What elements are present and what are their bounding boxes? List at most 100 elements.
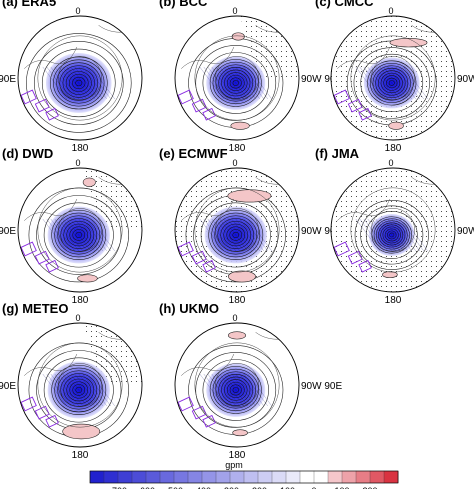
colorbar-unit: gpm — [225, 460, 243, 470]
positive-anomaly — [227, 189, 272, 203]
lon-label-top: 0 — [232, 6, 237, 16]
colorbar-tick-label: -400 — [193, 486, 211, 489]
lon-label-bottom: 180 — [72, 295, 89, 306]
colorbar-swatch — [369, 470, 385, 484]
map-boundary — [174, 15, 300, 141]
colorbar-tick-label: 100 — [334, 486, 349, 489]
lon-label-left: 90E — [0, 74, 16, 85]
colorbar-swatch — [299, 470, 315, 484]
colorbar-tick-label: -100 — [277, 486, 295, 489]
lon-label-top: 0 — [232, 313, 237, 323]
positive-anomaly — [228, 331, 246, 340]
lon-label-bottom: 180 — [229, 143, 246, 154]
region-box — [45, 414, 59, 428]
colorbar-swatch — [257, 470, 273, 484]
region-box — [202, 107, 216, 121]
positive-anomaly — [230, 121, 250, 130]
region-box — [191, 98, 207, 113]
colorbar-swatch — [89, 470, 105, 484]
colorbar-tick-label: 200 — [362, 486, 377, 489]
region-box — [333, 241, 350, 257]
colorbar-swatch — [327, 470, 343, 484]
lon-label-top: 0 — [75, 313, 80, 323]
map-panel-e: (e) ECMWF 0 180 90W 90E — [159, 146, 342, 306]
colorbar-swatch — [215, 470, 231, 484]
region-box — [191, 250, 207, 265]
panel-title: (f) JMA — [315, 146, 360, 161]
lon-label-right: 90W 90E — [301, 74, 342, 85]
colorbar-swatch — [341, 470, 357, 484]
colorbar-swatch — [243, 470, 259, 484]
lon-label-bottom: 180 — [385, 295, 402, 306]
region-box — [45, 259, 59, 273]
lon-label-left: 90E — [0, 226, 16, 237]
region-box — [34, 405, 50, 420]
panel-title: (g) METEO — [2, 301, 68, 316]
region-box — [333, 89, 350, 105]
positive-anomaly — [382, 271, 398, 279]
colorbar-swatch — [271, 470, 287, 484]
lon-label-bottom: 180 — [72, 143, 89, 154]
lon-label-bottom: 180 — [229, 450, 246, 461]
map-panel-h: (h) UKMO 0 180 90W 90E — [159, 301, 342, 461]
lon-label-right: 90W 90E — [301, 381, 342, 392]
panel-title: (h) UKMO — [159, 301, 219, 316]
colorbar-tick-label: -200 — [249, 486, 267, 489]
region-box — [358, 107, 372, 121]
map-boundary — [330, 167, 456, 293]
panel-title: (a) ERA5 — [2, 0, 56, 9]
colorbar-swatch — [285, 470, 301, 484]
lon-label-bottom: 180 — [229, 295, 246, 306]
region-box — [20, 89, 37, 105]
colorbar-swatch — [159, 470, 175, 484]
positive-anomaly — [389, 38, 428, 48]
map-panel-g: (g) METEO 0 180 90E — [0, 301, 143, 461]
colorbar-swatch — [229, 470, 245, 484]
colorbar-swatch — [313, 470, 329, 484]
map-panel-d: (d) DWD 0 180 90E — [0, 146, 143, 306]
colorbar-tick-label: -300 — [221, 486, 239, 489]
colorbar-swatch — [187, 470, 203, 484]
positive-anomaly — [77, 274, 98, 283]
map-panel-f: (f) JMA 0 180 90W — [315, 146, 474, 306]
colorbar-tick-label: -500 — [165, 486, 183, 489]
positive-anomaly — [228, 270, 256, 283]
region-box — [34, 250, 50, 265]
colorbar: gpm -700 -600 -500 -400 -300 -200 -100 0 100 200 — [89, 460, 399, 489]
map-panel-c: (c) CMCC 0 180 90W — [315, 0, 474, 154]
panel-title: (d) DWD — [2, 146, 53, 161]
map-boundary — [17, 167, 143, 293]
region-box — [202, 414, 216, 428]
positive-anomaly — [388, 121, 404, 130]
region-box — [45, 107, 59, 121]
region-box — [20, 396, 37, 412]
lon-label-left: 90E — [0, 381, 16, 392]
lon-label-top: 0 — [232, 158, 237, 168]
lon-label-right: 90W 90E — [301, 226, 342, 237]
map-boundary — [174, 167, 300, 293]
colorbar-swatch — [103, 470, 119, 484]
colorbar-swatch — [145, 470, 161, 484]
lon-label-top: 0 — [388, 158, 393, 168]
colorbar-swatch — [173, 470, 189, 484]
region-box — [347, 98, 363, 113]
map-boundary — [17, 15, 143, 141]
map-boundary — [174, 322, 300, 448]
map-boundary — [17, 322, 143, 448]
panel-title: (e) ECMWF — [159, 146, 228, 161]
region-box — [202, 259, 216, 273]
lon-label-bottom: 180 — [72, 450, 89, 461]
region-box — [177, 89, 194, 105]
map-boundary — [330, 15, 456, 141]
lon-label-bottom: 180 — [385, 143, 402, 154]
colorbar-tick-label: -600 — [137, 486, 155, 489]
region-box — [20, 241, 37, 257]
lon-label-top: 0 — [75, 158, 80, 168]
lon-label-right: 90W — [457, 74, 474, 85]
map-panel-a: (a) ERA5 0 180 90E — [0, 0, 143, 154]
positive-anomaly — [231, 32, 245, 41]
panel-title: (b) BCC — [159, 0, 208, 9]
colorbar-swatch — [355, 470, 371, 484]
